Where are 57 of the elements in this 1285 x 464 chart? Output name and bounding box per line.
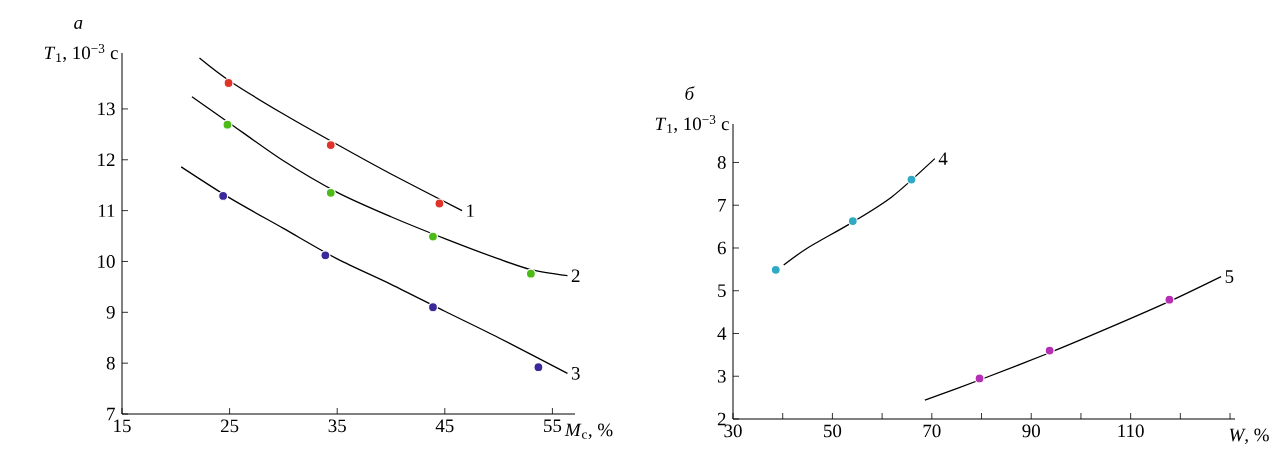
- chart-title: б: [685, 86, 695, 100]
- y-tick-label: 8: [106, 356, 115, 370]
- x-tick-label: 55: [544, 419, 562, 433]
- x-tick-label: 90: [1022, 424, 1040, 438]
- point: [218, 190, 229, 201]
- x-axis-title: W, %: [1229, 428, 1269, 445]
- line-series: [198, 57, 463, 212]
- point: [222, 119, 233, 130]
- line-series: [924, 275, 1222, 401]
- series-label: 3: [571, 366, 580, 380]
- x-tick-label: 45: [435, 419, 454, 433]
- point: [770, 264, 781, 275]
- y-tick-label: 13: [98, 102, 115, 116]
- series-label: 5: [1225, 270, 1234, 283]
- point: [434, 198, 445, 209]
- y-tick-label: 10: [98, 255, 115, 268]
- point: [525, 268, 536, 279]
- point: [533, 362, 544, 373]
- point: [906, 174, 917, 185]
- point: [974, 373, 985, 384]
- line-series: [783, 157, 936, 266]
- y-axis-title: T$_{1}$, 10$^{−3}$ с: [44, 44, 118, 62]
- x-tick-label: 70: [923, 424, 941, 438]
- series-label: 1: [467, 204, 474, 217]
- y-tick-label: 4: [717, 327, 727, 340]
- y-tick-label: 8: [717, 156, 726, 169]
- y-tick-label: 7: [107, 407, 115, 421]
- point: [427, 302, 439, 313]
- point: [320, 250, 331, 261]
- x-tick-label: 110: [1118, 424, 1144, 438]
- x-axis-title: M$_{c}$, %: [564, 423, 613, 440]
- y-tick-label: 7: [718, 199, 726, 212]
- y-tick-label: 2: [717, 412, 726, 426]
- point: [1044, 345, 1055, 356]
- x-tick-label: 50: [824, 424, 842, 438]
- point: [1164, 294, 1175, 305]
- series-label: 4: [938, 152, 948, 165]
- x-tick-label: 35: [328, 419, 346, 433]
- point: [847, 215, 858, 227]
- point: [325, 187, 336, 198]
- y-tick-label: 5: [718, 284, 726, 298]
- y-tick-label: 6: [717, 241, 726, 255]
- series-label: 2: [571, 269, 580, 282]
- chart-title: а: [74, 19, 83, 29]
- line-series: [180, 166, 569, 374]
- y-tick-label: 9: [106, 305, 115, 319]
- line-series: [191, 96, 569, 277]
- point: [223, 77, 234, 89]
- point: [427, 231, 439, 242]
- y-tick-label: 11: [98, 204, 115, 217]
- x-tick-label: 30: [724, 424, 742, 438]
- point: [325, 139, 336, 151]
- x-tick-label: 15: [114, 419, 131, 433]
- y-axis-title: T$_{1}$, 10$^{−3}$ с: [655, 115, 729, 133]
- y-tick-label: 3: [717, 369, 726, 383]
- y-tick-label: 12: [98, 153, 115, 167]
- x-tick-label: 25: [220, 419, 239, 433]
